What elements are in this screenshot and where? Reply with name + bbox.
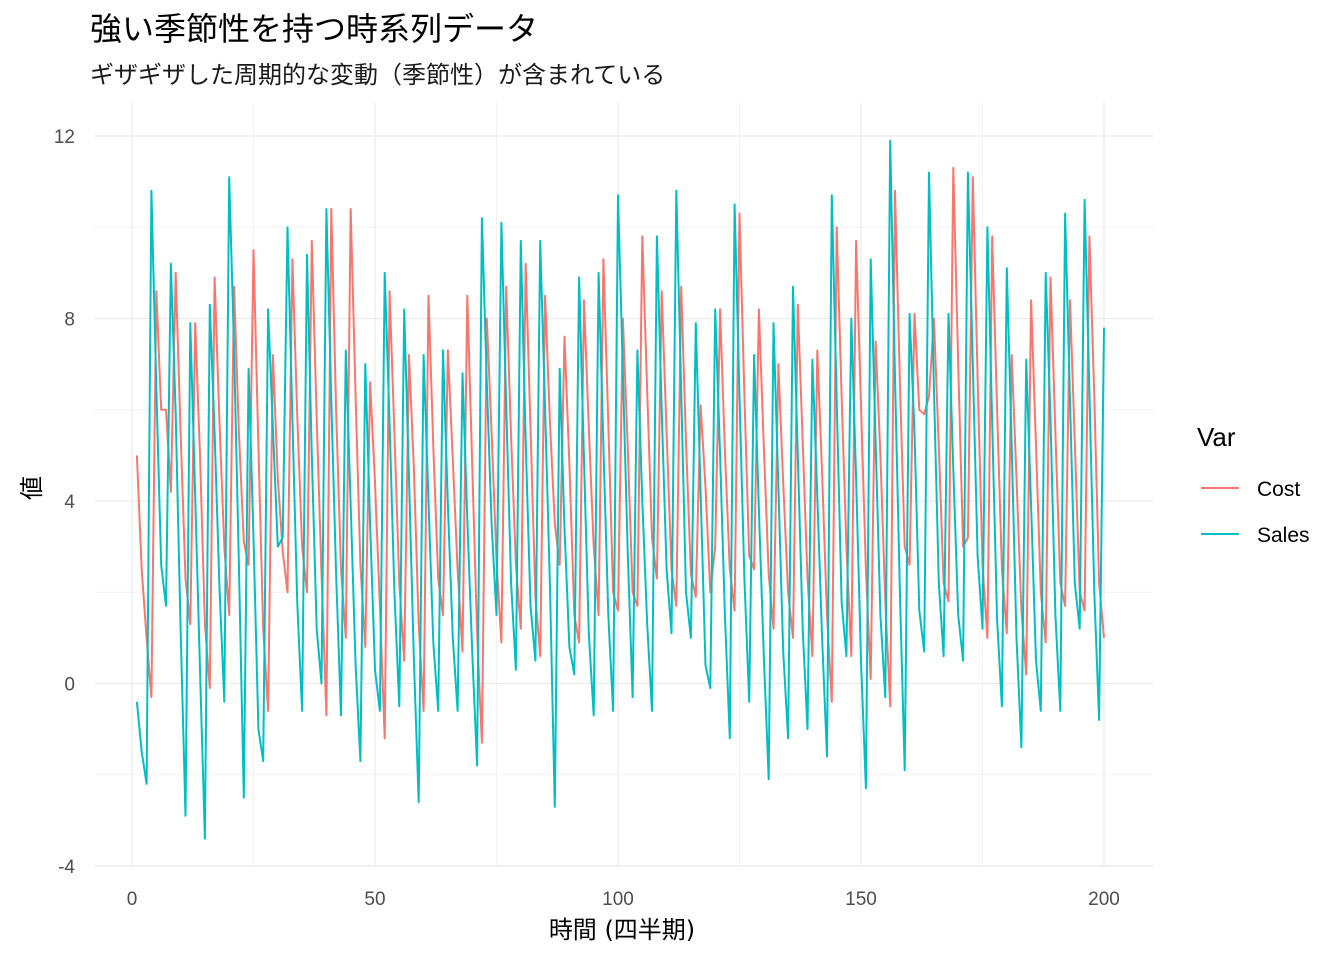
legend: Var Cost Sales [1197, 422, 1310, 547]
chart-title: 強い季節性を持つ時系列データ [90, 10, 538, 48]
y-axis-label: 値 [18, 476, 46, 500]
x-tick-label: 100 [602, 889, 634, 910]
x-tick-label: 150 [845, 889, 877, 910]
y-tick-label: 4 [64, 492, 75, 513]
x-tick-label: 200 [1088, 889, 1120, 910]
y-tick-label: -4 [58, 857, 75, 878]
y-tick-label: 0 [64, 675, 75, 696]
x-axis-label: 時間 (四半期) [549, 916, 695, 944]
series-lines [135, 139, 1105, 840]
y-tick-label: 12 [54, 127, 75, 148]
x-axis-ticks: 0 50 100 150 200 [127, 889, 1120, 910]
x-tick-label: 0 [127, 889, 138, 910]
x-tick-label: 50 [364, 889, 385, 910]
y-axis-ticks: -4 0 4 8 12 [54, 127, 76, 878]
series-line-cost [135, 166, 1105, 744]
chart-subtitle: ギザギザした周期的な変動（季節性）が含まれている [90, 61, 665, 89]
series-line-sales [135, 139, 1105, 840]
legend-label-sales: Sales [1257, 524, 1310, 547]
y-tick-label: 8 [64, 310, 75, 331]
legend-title: Var [1197, 422, 1236, 452]
legend-label-cost: Cost [1257, 478, 1300, 501]
